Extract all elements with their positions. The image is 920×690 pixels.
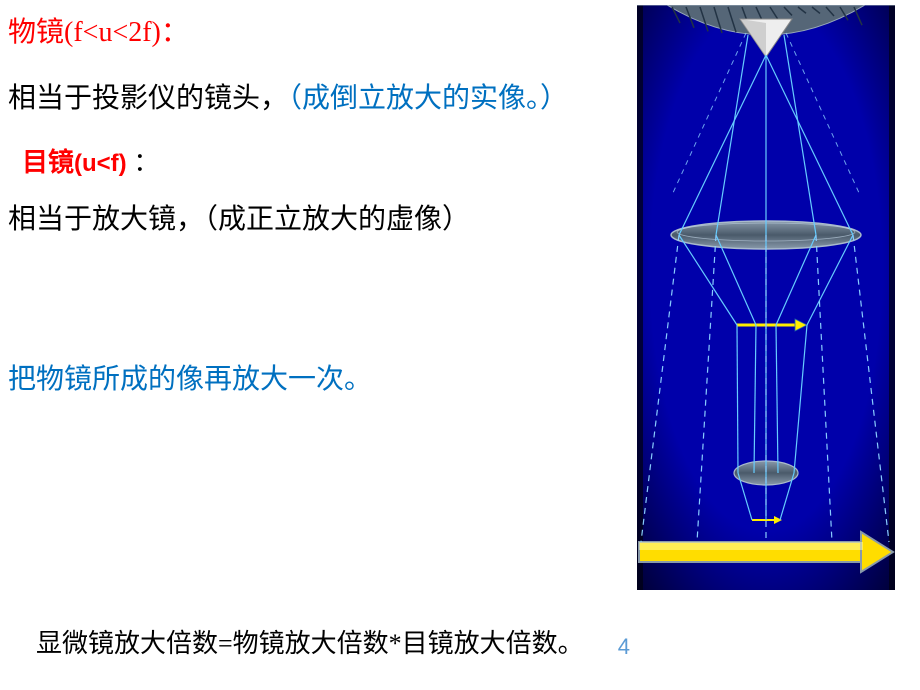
- objective-lens-desc: 相当于投影仪的镜头，（成倒立放大的实像。）: [8, 74, 628, 124]
- formula-text: 显微镜放大倍数=物镜放大倍数*目镜放大倍数。: [36, 623, 584, 660]
- eyepiece-label: 目镜: [22, 147, 74, 177]
- desc-black: 相当于投影仪的镜头，: [8, 83, 288, 114]
- desc-blue: （成倒立放大的实像。）: [288, 83, 568, 114]
- eyepiece-colon: ：: [133, 148, 159, 177]
- eyepiece-formula: (u<f): [74, 150, 133, 177]
- microscope-diagram: [637, 5, 895, 590]
- eyepiece-title: 目镜(u<f) ：: [22, 142, 628, 179]
- eyepiece-desc: 相当于放大镜，（成正立放大的虚像）: [8, 197, 628, 237]
- objective-lens-title: 物镜(f<u<2f)：: [8, 10, 628, 50]
- magnify-desc: 把物镜所成的像再放大一次。: [8, 357, 628, 397]
- page-number: 4: [618, 634, 630, 660]
